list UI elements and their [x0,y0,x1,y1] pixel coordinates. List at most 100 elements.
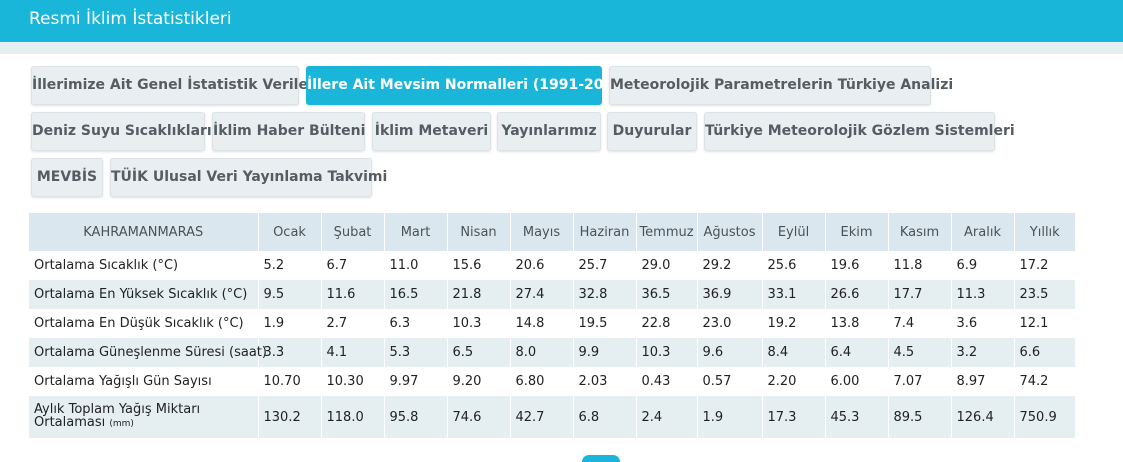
table-cell: 5.3 [383,338,447,367]
column-header: Şubat [320,213,384,251]
table-cell: 7.4 [887,309,951,338]
row-label: Ortalama En Yüksek Sıcaklık (°C) [29,280,258,309]
column-header: Ağustos [696,213,762,251]
table-cell: 3.6 [950,309,1014,338]
table-cell: 9.97 [383,367,447,396]
table-cell: 130.2 [257,396,321,438]
table-cell: 6.5 [446,338,510,367]
column-header: Nisan [446,213,510,251]
row-label: Aylık Toplam Yağış Miktarı Ortalaması (m… [29,396,258,438]
table-cell: 19.6 [824,251,888,280]
table-cell: 1.9 [257,309,321,338]
tab-deniz-suyu[interactable]: Deniz Suyu Sıcaklıkları [31,112,212,151]
tab-mevsim-normalleri[interactable]: İllere Ait Mevsim Normalleri (1991-2020) [306,66,629,105]
table-cell: 19.5 [572,309,636,338]
table-cell: 8.97 [950,367,1014,396]
table-cell: 17.2 [1013,251,1075,280]
table-cell: 8.0 [509,338,573,367]
table-cell: 26.6 [824,280,888,309]
table-cell: 126.4 [950,396,1014,438]
table-row: Ortalama En Düşük Sıcaklık (°C) 1.9 2.7 6.3… [29,309,1075,338]
tab-mevbis[interactable]: MEVBİS [31,158,103,197]
table-row: Ortalama En Yüksek Sıcaklık (°C) 9.5 11.6 1… [29,280,1075,309]
table-cell: 12.1 [1013,309,1075,338]
table-cell: 42.7 [509,396,573,438]
table-cell: 6.00 [824,367,888,396]
table-cell: 23.5 [1013,280,1075,309]
tab-duyurular[interactable]: Duyurular [607,112,697,151]
table-cell: 6.4 [824,338,888,367]
column-header: Ekim [824,213,888,251]
table-cell: 33.1 [761,280,825,309]
table-cell: 2.03 [572,367,636,396]
table-cell: 6.8 [572,396,636,438]
column-header: Mayıs [509,213,573,251]
table-cell: 4.5 [887,338,951,367]
table-cell: 11.0 [383,251,447,280]
row-label: Ortalama Sıcaklık (°C) [29,251,258,280]
table-cell: 6.3 [383,309,447,338]
tab-haber-bulteni[interactable]: İklim Haber Bülteni [212,112,365,151]
table-cell: 36.5 [635,280,697,309]
table-cell: 8.4 [761,338,825,367]
header-divider [0,42,1123,54]
column-header: Mart [383,213,447,251]
table-cell: 3.3 [257,338,321,367]
table-cell: 10.70 [257,367,321,396]
table-cell: 6.9 [950,251,1014,280]
table-cell: 15.6 [446,251,510,280]
table-cell: 9.9 [572,338,636,367]
table-cell: 32.8 [572,280,636,309]
table-cell: 0.43 [635,367,697,396]
table-cell: 22.8 [635,309,697,338]
table-cell: 1.9 [696,396,762,438]
table-cell: 17.3 [761,396,825,438]
column-header: Yıllık [1013,213,1075,251]
tab-tuik-takvim[interactable]: TÜİK Ulusal Veri Yayınlama Takvimi [110,158,387,197]
table-cell: 14.8 [509,309,573,338]
table-cell: 2.20 [761,367,825,396]
table-cell: 11.6 [320,280,384,309]
tab-yayinlarimiz[interactable]: Yayınlarımız [497,112,601,151]
top-header: Resmi İklim İstatistikleri [0,0,1123,42]
table-cell: 19.2 [761,309,825,338]
table-cell: 750.9 [1013,396,1075,438]
table-row: Ortalama Güneşlenme Süresi (saat) 3.3 4.1 5… [29,338,1075,367]
table-cell: 23.0 [696,309,762,338]
table-cell: 0.57 [696,367,762,396]
column-header: Kasım [887,213,951,251]
table-cell: 118.0 [320,396,384,438]
row-label-text: Aylık Toplam Yağış Miktarı Ortalaması [34,402,201,430]
column-header: Eylül [761,213,825,251]
table-cell: 27.4 [509,280,573,309]
table-cell: 6.7 [320,251,384,280]
tab-gozlem-sistemleri[interactable]: Türkiye Meteorolojik Gözlem Sistemleri [704,112,1015,151]
column-header: Ocak [257,213,321,251]
column-header: Temmuz [635,213,697,251]
tab-genel-istatistik[interactable]: İllerimize Ait Genel İstatistik Verileri [31,66,320,105]
table-cell: 9.20 [446,367,510,396]
table-cell: 20.6 [509,251,573,280]
table-cell: 25.6 [761,251,825,280]
table-cell: 25.7 [572,251,636,280]
row-label: Ortalama Güneşlenme Süresi (saat) [29,338,267,367]
table-cell: 95.8 [383,396,447,438]
table-cell: 74.2 [1013,367,1075,396]
tab-parametre-analizi[interactable]: Meteorolojik Parametrelerin Türkiye Anal… [609,66,953,105]
column-header: Haziran [572,213,636,251]
climate-normals-table: KAHRAMANMARAS Ocak Şubat Mart Nisan Mayı… [29,213,1075,438]
table-cell: 11.3 [950,280,1014,309]
tab-iklim-metaveri[interactable]: İklim Metaveri [372,112,491,151]
table-row: Aylık Toplam Yağış Miktarı Ortalaması (m… [29,396,1075,438]
column-header-station: KAHRAMANMARAS [29,213,258,251]
table-cell: 7.07 [887,367,951,396]
table-cell: 6.80 [509,367,573,396]
page-title: Resmi İklim İstatistikleri [29,9,232,29]
column-header: Aralık [950,213,1014,251]
table-cell: 29.0 [635,251,697,280]
row-label-unit: (mm) [109,419,134,429]
table-cell: 89.5 [887,396,951,438]
row-label: Ortalama En Düşük Sıcaklık (°C) [29,309,258,338]
table-cell: 9.6 [696,338,762,367]
table-cell: 16.5 [383,280,447,309]
